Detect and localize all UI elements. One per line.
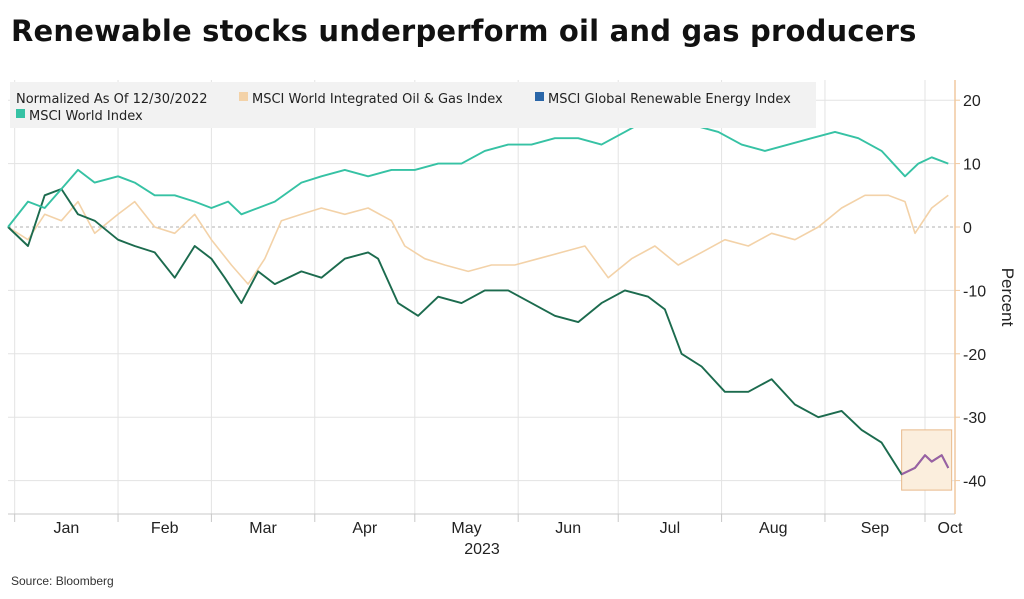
y-tick-label: 0 [963,220,972,237]
y-tick-label: -40 [963,474,986,491]
plot-background [8,80,955,514]
series-layer [7,118,950,476]
x-tick-label: Jul [660,520,680,537]
y-tick-label: -10 [963,283,986,300]
x-tick-label: Jun [555,520,581,537]
source-note: Source: Bloomberg [11,574,114,588]
series-line-renewable-highlight [901,454,950,476]
series-line-world [7,118,949,228]
series-line-oil-gas [7,194,949,285]
legend-label-world: MSCI World Index [29,109,143,124]
x-tick-label: Mar [249,520,277,537]
y-tick-label: -20 [963,347,986,364]
x-tick-label: Apr [352,520,378,537]
legend-swatch-oil-gas [239,92,248,101]
x-tick-label: May [451,520,481,537]
x-year-label: 2023 [464,541,500,558]
chart-title: Renewable stocks underperform oil and ga… [11,14,917,48]
y-axis-label: Percent [998,268,1017,327]
legend-label-renewable: MSCI Global Renewable Energy Index [548,92,791,107]
x-tick-label: Jan [53,520,79,537]
x-tick-label: Feb [151,520,179,537]
y-tick-label: 20 [963,93,981,110]
x-tick-label: Sep [861,520,890,537]
legend-swatch-renewable [535,92,544,101]
legend-swatch-world [16,109,25,118]
legend-label-oil-gas: MSCI World Integrated Oil & Gas Index [252,92,503,107]
x-tick-label: Oct [938,520,963,537]
x-tick-label: Aug [759,520,787,537]
series-line-renewable [7,188,950,476]
axis-layer: 20 10 0 -10 -20 -30 -40 Jan Feb Mar Apr May Jun Jul Au… [8,80,986,558]
legend: Normalized As Of 12/30/2022 MSCI World I… [10,82,816,128]
legend-note: Normalized As Of 12/30/2022 [16,92,208,107]
y-tick-label: 10 [963,157,981,174]
y-tick-label: -30 [963,410,986,427]
legend-background [10,82,816,128]
gridlines [8,80,955,514]
